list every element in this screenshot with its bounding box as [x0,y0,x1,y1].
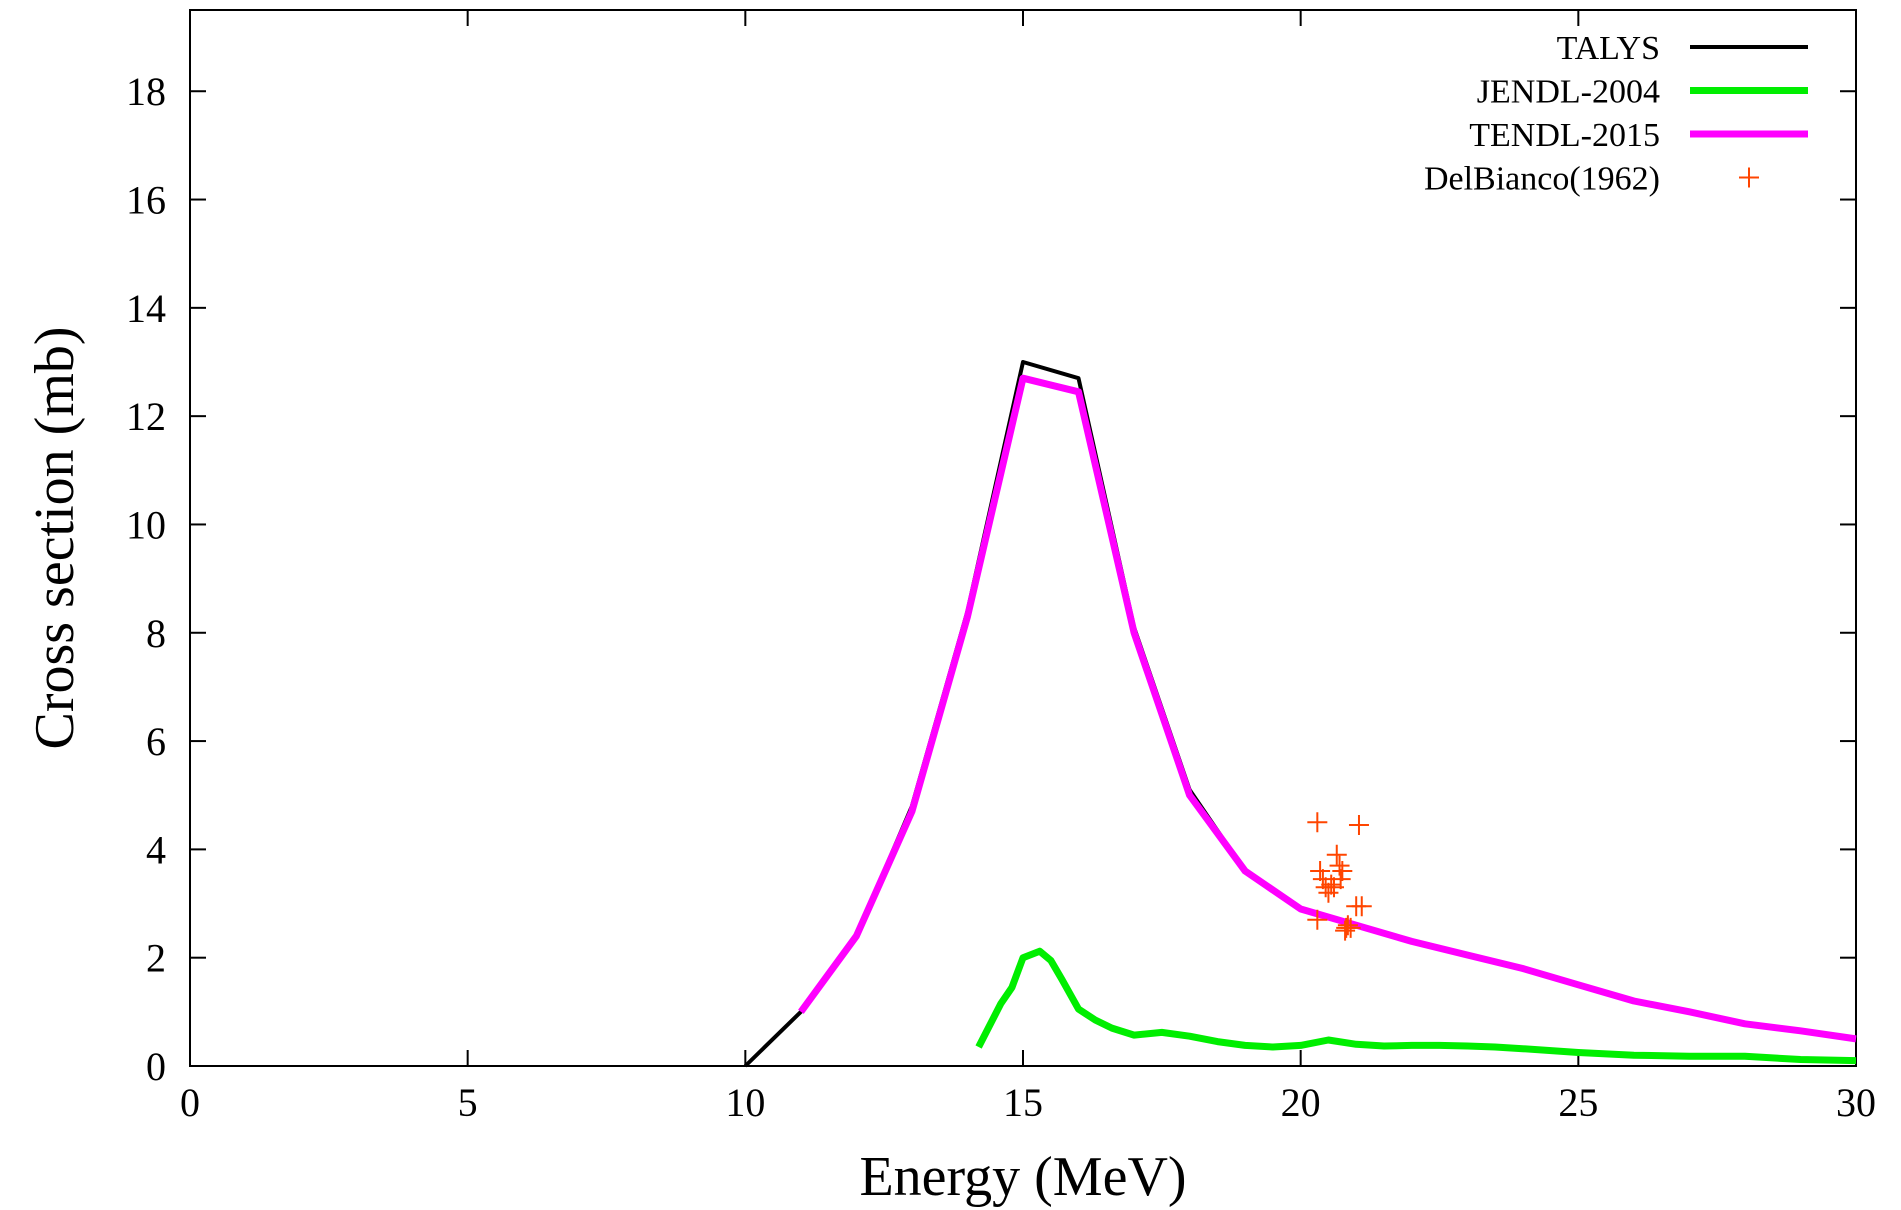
y-tick-label: 12 [126,394,166,439]
legend-label-delbianco-1962: DelBianco(1962) [1424,161,1660,198]
data-point-marker [1335,920,1356,941]
y-axis-label: Cross section (mb) [24,326,86,749]
data-point-marker [1321,874,1342,895]
data-point-marker [1310,861,1331,882]
data-point-marker [1351,896,1372,917]
x-tick-label: 20 [1281,1080,1321,1125]
legend-swatch-delbianco-1962 [1739,167,1759,188]
data-point-marker [1326,844,1347,865]
x-tick-label: 25 [1558,1080,1598,1125]
series-line-jendl-2004 [975,947,1857,1065]
legend: TALYS JENDL-2004 TENDL-2015 DelBianco(1962) [1424,30,1808,198]
x-tick-label: 30 [1836,1080,1876,1125]
y-tick-label: 16 [126,178,166,223]
y-tick-label: 2 [146,936,166,981]
series-points-delbianco-1962 [1307,812,1372,941]
series-line-talys [743,360,1857,1068]
data-point-marker [1312,869,1333,890]
data-point-marker [1318,882,1339,903]
y-tick-label: 18 [126,69,166,114]
y-tick-label: 6 [146,719,166,764]
y-tick-label: 14 [126,286,166,331]
data-point-marker [1330,869,1351,890]
y-tick-label: 0 [146,1044,166,1089]
data-point-marker [1337,915,1358,936]
x-tick-label: 15 [1003,1080,1043,1125]
axis-tick-labels: 0 5 10 15 20 25 30 0 2 4 6 8 10 12 14 16 18 [126,69,1876,1125]
y-tick-label: 10 [126,502,166,547]
data-point-marker [1348,815,1369,836]
series-layer [743,360,1857,1068]
legend-label-jendl-2004: JENDL-2004 [1477,74,1660,111]
data-point-marker [1307,812,1328,833]
data-point-marker [1307,909,1328,930]
series-line-tendl-2015 [798,374,1857,1043]
data-point-marker [1340,917,1361,938]
legend-label-talys: TALYS [1557,30,1660,67]
y-tick-label: 8 [146,611,166,656]
x-tick-label: 10 [725,1080,765,1125]
data-point-marker [1329,855,1350,876]
legend-label-tendl-2015: TENDL-2015 [1469,117,1660,154]
data-point-marker [1332,861,1353,882]
y-tick-label: 4 [146,827,166,872]
x-tick-label: 5 [458,1080,478,1125]
x-axis-label: Energy (MeV) [859,1146,1186,1208]
x-tick-label: 0 [180,1080,200,1125]
